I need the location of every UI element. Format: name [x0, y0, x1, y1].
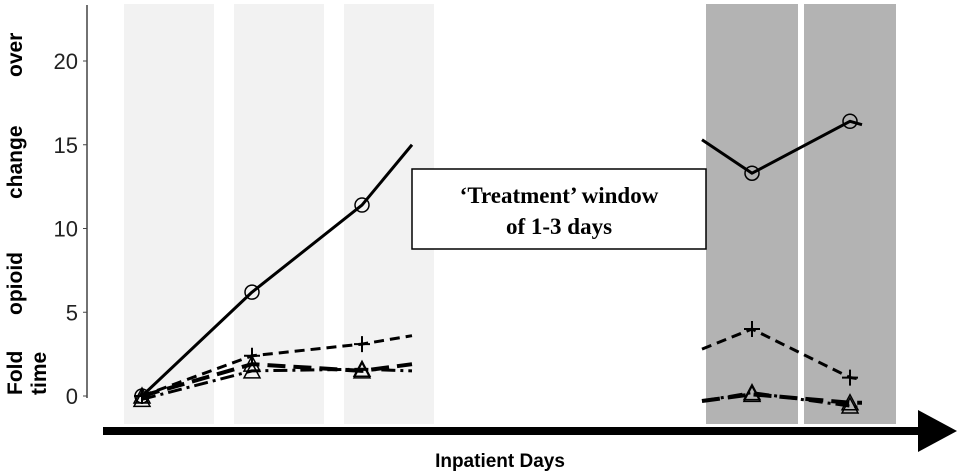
y-tick-15: 15 — [54, 133, 78, 158]
treatment-window-annotation: ‘Treatment’ window of 1-3 days — [411, 168, 707, 250]
series-4 — [132, 359, 863, 414]
series-3-point-2-3 — [840, 393, 860, 411]
band-light-2 — [234, 4, 324, 424]
shaded-bands — [124, 4, 896, 424]
series-1-line-2 — [701, 119, 863, 175]
y-label-word-1: Fold — [4, 351, 27, 395]
series-1-point-2-3 — [842, 113, 858, 130]
series-1-point-1-2 — [244, 284, 260, 300]
series-2-point-2-2 — [744, 321, 760, 337]
annotation-line-2: of 1-3 days — [506, 214, 612, 239]
y-label-word-5: time — [28, 352, 51, 395]
y-label-word-4: over — [4, 33, 27, 77]
y-tick-5: 5 — [66, 300, 78, 325]
x-axis-arrowhead — [918, 410, 957, 452]
y-label-word-3: change — [4, 125, 27, 199]
series-4-point-1-2 — [242, 361, 262, 379]
series-4-point-2-3 — [840, 396, 860, 414]
series-4-line-1 — [141, 367, 413, 401]
series-2-point-2-3 — [842, 369, 858, 386]
y-tick-20: 20 — [54, 49, 78, 74]
series-4-point-1-1 — [132, 389, 152, 408]
y-tick-0: 0 — [66, 384, 78, 409]
x-axis-label: Inpatient Days — [435, 451, 565, 472]
band-light-1 — [124, 4, 214, 424]
series-layer — [132, 113, 863, 414]
y-tick-10: 10 — [54, 217, 78, 242]
series-3-line-1 — [141, 362, 413, 398]
series-1-point-2-2 — [744, 165, 760, 181]
band-dark-2 — [804, 4, 896, 424]
annotation-line-1: ‘Treatment’ window — [460, 183, 659, 208]
series-4-point-1-3 — [352, 359, 372, 377]
series-1-point-1-3 — [354, 197, 370, 213]
y-label-word-2: opioid — [4, 252, 27, 315]
series-1-line-1 — [140, 143, 414, 398]
series-3-point-1-1 — [132, 386, 152, 404]
series-4-point-2-2 — [742, 383, 762, 401]
band-dark-1 — [706, 4, 798, 424]
series-4-line-2 — [701, 391, 863, 410]
series-2-point-1-3 — [354, 336, 370, 353]
y-axis-ticks: 0 5 10 15 20 — [54, 49, 87, 409]
y-axis-label: Fold opioid change over time — [4, 33, 51, 395]
